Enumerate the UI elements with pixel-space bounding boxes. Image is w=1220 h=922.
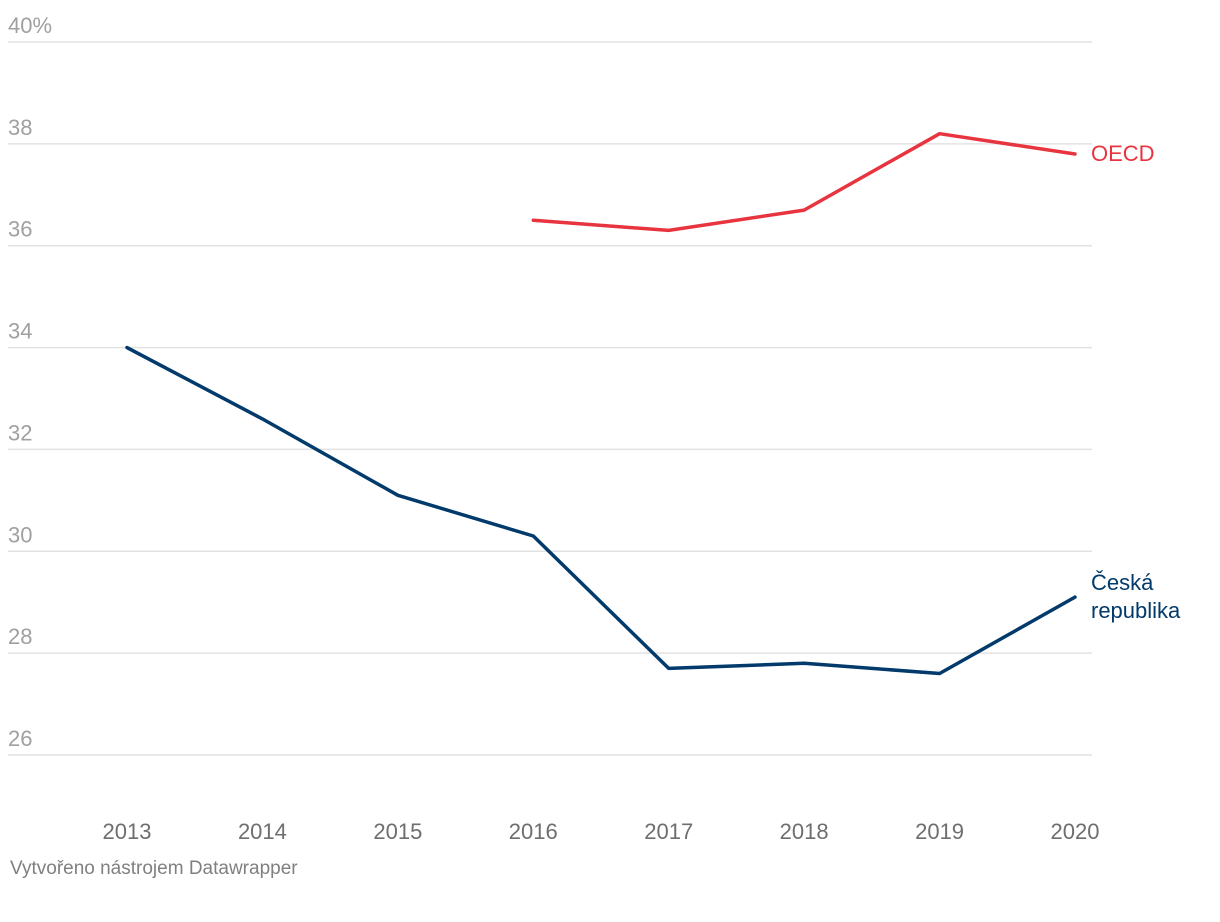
x-tick-2018: 2018 bbox=[780, 819, 829, 844]
x-tick-2014: 2014 bbox=[238, 819, 287, 844]
y-tick-28: 28 bbox=[8, 624, 32, 649]
x-tick-2019: 2019 bbox=[915, 819, 964, 844]
series-label-ceska-republika: Česká republika bbox=[1091, 570, 1181, 623]
series-line-oecd bbox=[531, 131, 1077, 233]
x-axis-ticks: 2013 2014 2015 2016 2017 2018 2019 2020 bbox=[103, 819, 1100, 844]
x-tick-2015: 2015 bbox=[373, 819, 422, 844]
datawrapper-credit: Vytvořeno nástrojem Datawrapper bbox=[10, 858, 298, 879]
y-tick-40: 40% bbox=[8, 13, 52, 38]
x-tick-2016: 2016 bbox=[509, 819, 558, 844]
y-tick-32: 32 bbox=[8, 420, 32, 445]
x-tick-2017: 2017 bbox=[644, 819, 693, 844]
y-axis-ticks: 40% 38 36 34 32 30 28 26 bbox=[8, 13, 52, 751]
y-tick-36: 36 bbox=[8, 217, 32, 242]
y-tick-26: 26 bbox=[8, 726, 32, 751]
series-lines bbox=[125, 131, 1077, 676]
series-label-oecd: OECD bbox=[1091, 141, 1155, 166]
x-tick-2013: 2013 bbox=[103, 819, 152, 844]
y-tick-30: 30 bbox=[8, 522, 32, 547]
x-tick-2020: 2020 bbox=[1051, 819, 1100, 844]
grid-lines bbox=[8, 41, 1092, 756]
y-tick-34: 34 bbox=[8, 319, 32, 344]
y-tick-38: 38 bbox=[8, 115, 32, 140]
series-labels: OECD Česká republika bbox=[1091, 141, 1181, 623]
series-line-ceska-republika bbox=[125, 345, 1077, 676]
